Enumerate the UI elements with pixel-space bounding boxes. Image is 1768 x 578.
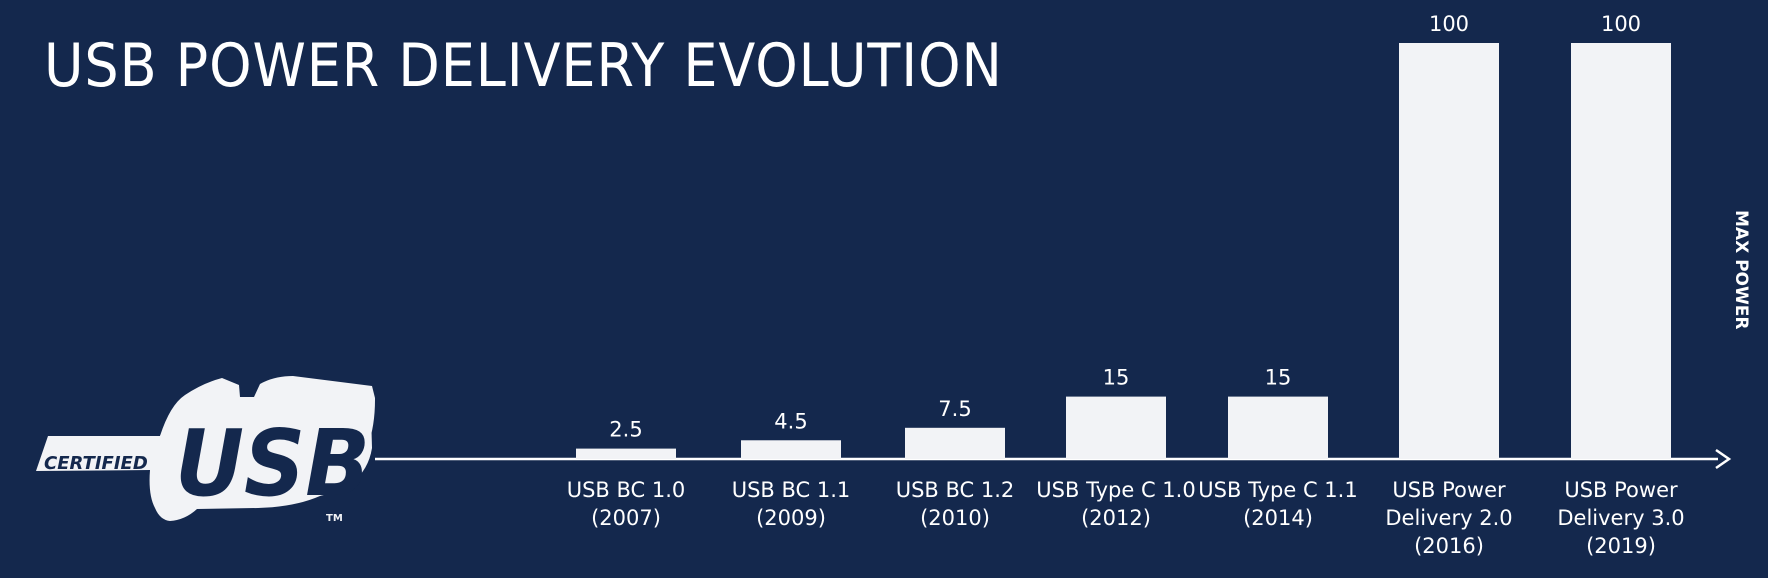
- category-label-6-line-3: (2016): [1414, 534, 1484, 558]
- category-label-7-line-1: USB Power: [1564, 478, 1678, 502]
- bar-2: [741, 440, 841, 459]
- chart-title: USB POWER DELIVERY EVOLUTION: [44, 31, 1003, 101]
- category-label-2-line-1: USB BC 1.1: [732, 478, 851, 502]
- x-axis-arrow: [1715, 448, 1732, 470]
- data-label-4: 15: [1103, 366, 1130, 390]
- category-label-4-line-2: (2012): [1081, 506, 1151, 530]
- category-label-6-line-2: Delivery 2.0: [1385, 506, 1512, 530]
- category-label-6-line-1: USB Power: [1392, 478, 1506, 502]
- data-label-1: 2.5: [609, 418, 642, 442]
- category-label-1-line-2: (2007): [591, 506, 661, 530]
- category-label-7-line-3: (2019): [1586, 534, 1656, 558]
- category-label-1-line-1: USB BC 1.0: [567, 478, 686, 502]
- data-label-5: 15: [1265, 366, 1292, 390]
- data-label-3: 7.5: [938, 397, 971, 421]
- bar-6: [1399, 43, 1499, 459]
- category-label-4-line-1: USB Type C 1.0: [1036, 478, 1195, 502]
- bar-5: [1228, 396, 1328, 459]
- logo-usb-text: USB: [175, 410, 370, 517]
- bar-3: [905, 427, 1005, 459]
- logo-badge-body: [158, 398, 372, 498]
- category-label-7-line-2: Delivery 3.0: [1557, 506, 1684, 530]
- category-label-2-line-2: (2009): [756, 506, 826, 530]
- logo-certified-text: CERTIFIED: [44, 453, 148, 474]
- y-axis-label: MAX POWER: [1731, 210, 1751, 329]
- category-label-5-line-2: (2014): [1243, 506, 1313, 530]
- bar-7: [1571, 43, 1671, 459]
- certified-usb-logo: CERTIFIED USB TM: [36, 376, 376, 524]
- category-label-3-line-2: (2010): [920, 506, 990, 530]
- bars-group: 2.5 USB BC 1.0 (2007) 4.5 USB BC 1.1 (2009) 7.…: [567, 12, 1685, 558]
- bar-1: [576, 448, 676, 459]
- logo-tm-text: TM: [326, 513, 343, 524]
- category-label-3-line-1: USB BC 1.2: [896, 478, 1015, 502]
- data-label-7: 100: [1601, 12, 1641, 36]
- data-label-2: 4.5: [774, 409, 807, 433]
- bar-4: [1066, 396, 1166, 459]
- data-label-6: 100: [1429, 12, 1469, 36]
- category-label-5-line-1: USB Type C 1.1: [1198, 478, 1357, 502]
